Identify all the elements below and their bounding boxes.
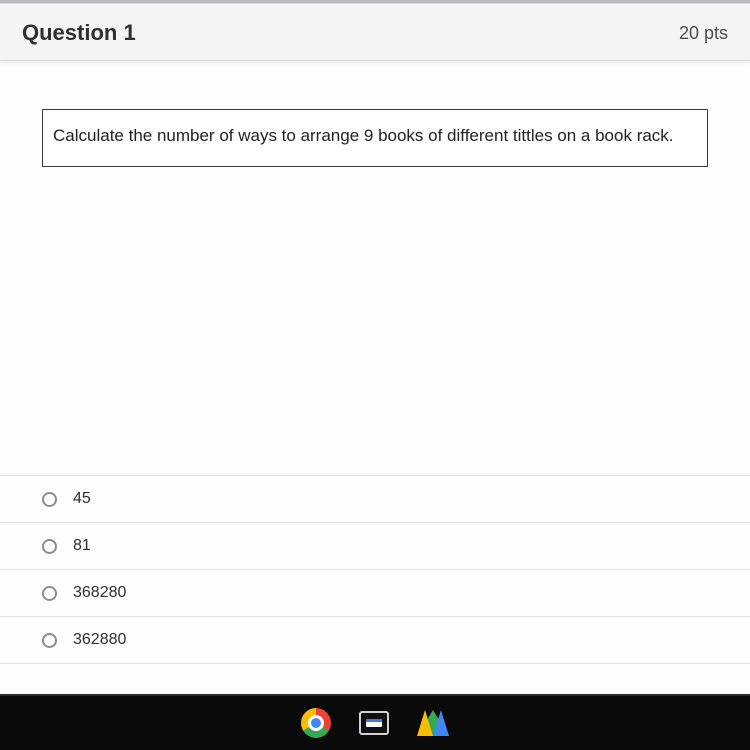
question-prompt: Calculate the number of ways to arrange … [42, 109, 708, 167]
chrome-icon[interactable] [301, 708, 331, 738]
radio-icon[interactable] [42, 586, 57, 601]
option-row[interactable]: 368280 [0, 569, 750, 616]
option-label: 368280 [73, 584, 126, 602]
radio-icon[interactable] [42, 492, 57, 507]
answer-options: 45 81 368280 362880 [0, 475, 750, 664]
question-points: 20 pts [679, 23, 728, 44]
option-row[interactable]: 45 [0, 475, 750, 522]
option-row[interactable]: 362880 [0, 616, 750, 664]
drive-icon[interactable] [417, 710, 449, 736]
option-label: 81 [73, 537, 91, 555]
classroom-icon[interactable] [359, 711, 389, 735]
spacer [42, 167, 708, 475]
taskbar [0, 694, 750, 750]
question-body: Calculate the number of ways to arrange … [0, 61, 750, 694]
option-label: 45 [73, 490, 91, 508]
question-card: Question 1 20 pts Calculate the number o… [0, 3, 750, 694]
option-row[interactable]: 81 [0, 522, 750, 569]
question-title: Question 1 [22, 20, 136, 46]
question-header: Question 1 20 pts [0, 4, 750, 61]
radio-icon[interactable] [42, 539, 57, 554]
quiz-viewport: Question 1 20 pts Calculate the number o… [0, 0, 750, 750]
option-label: 362880 [73, 631, 126, 649]
radio-icon[interactable] [42, 633, 57, 648]
